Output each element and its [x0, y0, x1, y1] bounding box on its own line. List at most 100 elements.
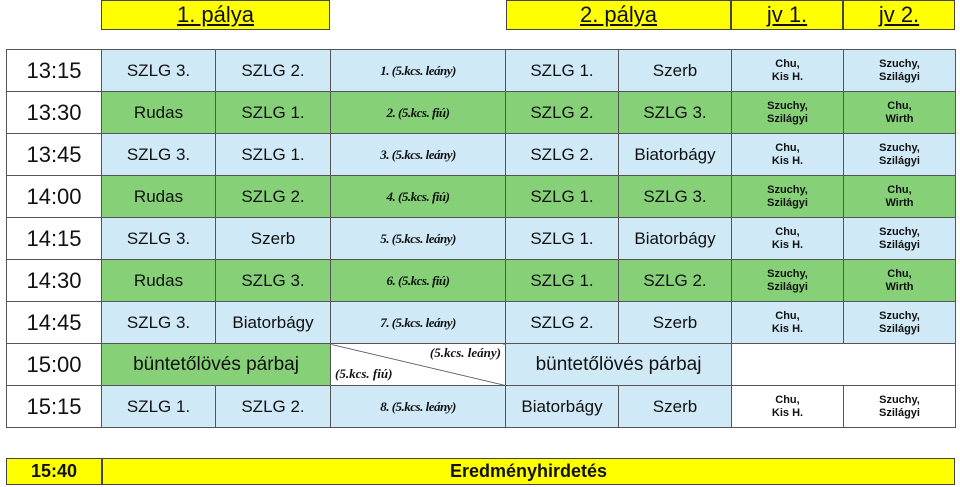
jv2-referees-line: Szuchy, — [879, 141, 920, 154]
court2-team-b: SZLG 2. — [618, 259, 732, 302]
court2-team-b: Szerb — [618, 49, 732, 92]
jv2-referees: Szuchy, Szilágyi — [843, 385, 956, 428]
court1-team-b: SZLG 2. — [215, 49, 331, 92]
jv1-referees-line: Szuchy, — [767, 183, 808, 196]
jv1-referees: Chu, Kis H. — [731, 133, 844, 176]
jv2-referees-line: Chu, — [887, 267, 912, 280]
schedule-row: 13:30 Rudas SZLG 1. 2. (5.kcs. fiú) SZLG 2. S… — [6, 91, 956, 134]
empty-ref-cell — [731, 343, 956, 386]
schedule-table: 13:15 SZLG 3. SZLG 2. 1. (5.kcs. leány) SZLG… — [6, 49, 956, 428]
jv2-referees-line: Szilágyi — [879, 238, 920, 251]
penalty-time: 15:00 — [6, 343, 102, 386]
match-time: 14:00 — [6, 175, 102, 218]
jv2-referees-line: Chu, — [887, 183, 912, 196]
court2-team-b: SZLG 3. — [618, 91, 732, 134]
court2-team-a: SZLG 1. — [505, 175, 619, 218]
jv1-referees-line: Chu, — [775, 57, 800, 70]
jv2-referees: Chu, Wirth — [843, 259, 956, 302]
jv1-referees-line: Szilágyi — [767, 112, 808, 125]
schedule-row: 14:45 SZLG 3. Biatorbágy 7. (5.kcs. leány) S… — [6, 301, 956, 344]
jv2-referees-line: Szilágyi — [879, 154, 920, 167]
match-time: 13:15 — [6, 49, 102, 92]
jv2-referees-line: Szuchy, — [879, 393, 920, 406]
game-label: 3. (5.kcs. leány) — [330, 133, 506, 176]
jv1-referees: Chu, Kis H. — [731, 301, 844, 344]
jv1-referees: Szuchy, Szilágyi — [731, 175, 844, 218]
match-time: 14:15 — [6, 217, 102, 260]
court-1-header: 1. pálya — [101, 0, 330, 30]
game-label: 5. (5.kcs. leány) — [330, 217, 506, 260]
jv2-referees: Szuchy, Szilágyi — [843, 49, 956, 92]
jv1-referees-line: Chu, — [775, 141, 800, 154]
jv2-referees: Chu, Wirth — [843, 91, 956, 134]
court2-penalty: büntetőlövés párbaj — [505, 343, 732, 386]
court1-team-b: SZLG 3. — [215, 259, 331, 302]
schedule-row: 14:15 SZLG 3. Szerb 5. (5.kcs. leány) SZLG 1… — [6, 217, 956, 260]
court1-team-a: Rudas — [101, 175, 216, 218]
court2-team-b: Biatorbágy — [618, 133, 732, 176]
schedule-row: 14:30 Rudas SZLG 3. 6. (5.kcs. fiú) SZLG 1. S… — [6, 259, 956, 302]
penalty-row: 15:00 büntetőlövés párbaj (5.kcs. leány) (5… — [6, 343, 956, 386]
court1-team-a: Rudas — [101, 91, 216, 134]
schedule-row: 15:15 SZLG 1. SZLG 2. 8. (5.kcs. leány) Biat… — [6, 385, 956, 428]
game-label: 8. (5.kcs. leány) — [330, 385, 506, 428]
split-cell: (5.kcs. leány) (5.kcs. fiú) — [330, 343, 506, 386]
jv1-referees-line: Szuchy, — [767, 267, 808, 280]
match-time: 14:30 — [6, 259, 102, 302]
game-label: 6. (5.kcs. fiú) — [330, 259, 506, 302]
court1-team-a: SZLG 3. — [101, 217, 216, 260]
court2-team-a: SZLG 1. — [505, 217, 619, 260]
jv1-referees: Chu, Kis H. — [731, 49, 844, 92]
schedule-body: 13:15 SZLG 3. SZLG 2. 1. (5.kcs. leány) SZLG… — [6, 49, 956, 428]
game-label: 7. (5.kcs. leány) — [330, 301, 506, 344]
jv2-referees-line: Szilágyi — [879, 406, 920, 419]
court1-team-a: SZLG 3. — [101, 301, 216, 344]
ceremony-time: 15:40 — [6, 458, 102, 485]
schedule-row: 13:15 SZLG 3. SZLG 2. 1. (5.kcs. leány) SZLG… — [6, 49, 956, 92]
jv2-referees: Szuchy, Szilágyi — [843, 301, 956, 344]
match-time: 13:30 — [6, 91, 102, 134]
court1-team-a: SZLG 3. — [101, 49, 216, 92]
jv1-referees-line: Szuchy, — [767, 99, 808, 112]
jv2-referees-line: Szuchy, — [879, 57, 920, 70]
court1-team-a: Rudas — [101, 259, 216, 302]
jv1-referees-line: Kis H. — [771, 406, 804, 419]
diag-label-girls: (5.kcs. leány) — [429, 345, 501, 360]
jv2-referees-line: Wirth — [885, 280, 914, 293]
court2-team-b: Szerb — [618, 301, 732, 344]
court2-team-a: SZLG 2. — [505, 133, 619, 176]
court2-team-a: SZLG 2. — [505, 301, 619, 344]
court1-team-a: SZLG 1. — [101, 385, 216, 428]
game-label: 2. (5.kcs. fiú) — [330, 91, 506, 134]
court2-team-a: SZLG 1. — [505, 259, 619, 302]
jv2-referees: Szuchy, Szilágyi — [843, 217, 956, 260]
match-time: 13:45 — [6, 133, 102, 176]
jv2-referees: Chu, Wirth — [843, 175, 956, 218]
jv1-referees-line: Kis H. — [771, 322, 804, 335]
court2-team-b: Biatorbágy — [618, 217, 732, 260]
jv1-referees-line: Chu, — [775, 393, 800, 406]
court1-penalty: büntetőlövés párbaj — [101, 343, 331, 386]
schedule-row: 13:45 SZLG 3. SZLG 1. 3. (5.kcs. leány) SZLG… — [6, 133, 956, 176]
jv2-referees: Szuchy, Szilágyi — [843, 133, 956, 176]
jv1-referees: Chu, Kis H. — [731, 217, 844, 260]
court-2-header: 2. pálya — [506, 0, 731, 30]
jv2-referees-line: Wirth — [885, 112, 914, 125]
court1-team-b: Biatorbágy — [215, 301, 331, 344]
court1-team-b: SZLG 1. — [215, 91, 331, 134]
jv1-header: jv 1. — [731, 0, 843, 30]
jv2-referees-line: Szuchy, — [879, 225, 920, 238]
match-time: 15:15 — [6, 385, 102, 428]
jv2-referees-line: Wirth — [885, 196, 914, 209]
jv1-referees-line: Chu, — [775, 309, 800, 322]
jv2-referees-line: Szilágyi — [879, 70, 920, 83]
jv2-referees-line: Szuchy, — [879, 309, 920, 322]
jv1-referees-line: Kis H. — [771, 238, 804, 251]
jv1-referees: Szuchy, Szilágyi — [731, 91, 844, 134]
jv1-referees-line: Szilágyi — [767, 196, 808, 209]
court2-team-a: SZLG 2. — [505, 91, 619, 134]
jv1-referees: Szuchy, Szilágyi — [731, 259, 844, 302]
jv1-referees-line: Chu, — [775, 225, 800, 238]
jv1-referees-line: Kis H. — [771, 70, 804, 83]
ceremony-label: Eredményhirdetés — [102, 458, 955, 485]
